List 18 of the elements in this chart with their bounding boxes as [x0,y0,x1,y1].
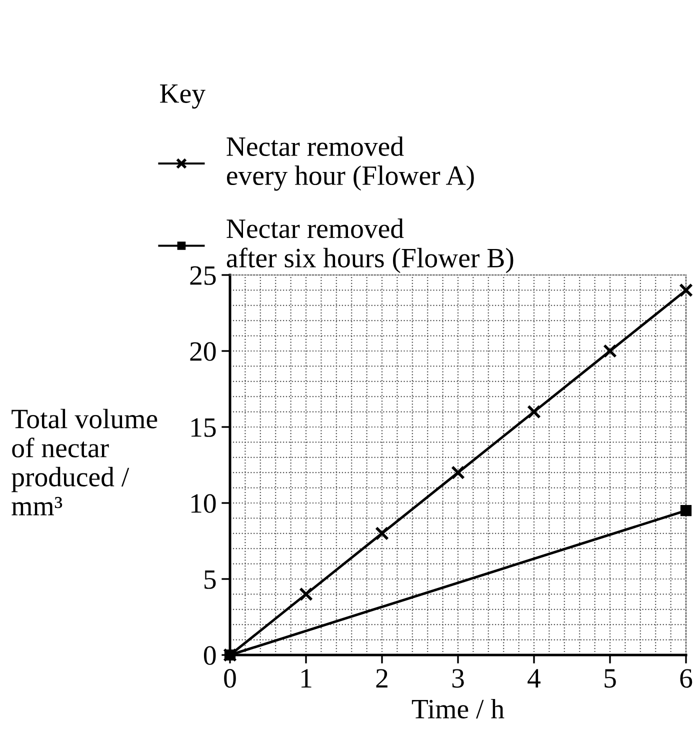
x-tick-label: 6 [680,669,692,688]
x-tick-label: 2 [376,669,388,688]
y-tick-label: 15 [191,418,216,437]
y-tick-label: 0 [204,646,216,665]
y-tick-label: 10 [191,494,216,513]
x-axis-title: Time / h [412,698,504,718]
y-axis-title: Total volume of nectar produced / mm³ [12,408,158,516]
x-tick-label: 1 [302,669,312,688]
legend-label: Nectar removed every hour (Flower A) [226,136,474,191]
x-tick-label: 3 [452,669,464,688]
y-tick-label: 5 [204,570,216,589]
x-tick-label: 0 [224,668,236,688]
legend-label: Nectar removed after six hours (Flower B) [226,218,514,274]
legend-title: Key [160,84,206,109]
y-tick-label: 20 [190,342,216,361]
y-tick-label: 25 [190,266,216,285]
x-tick-label: 4 [528,669,541,688]
x-tick-label: 5 [604,669,616,688]
